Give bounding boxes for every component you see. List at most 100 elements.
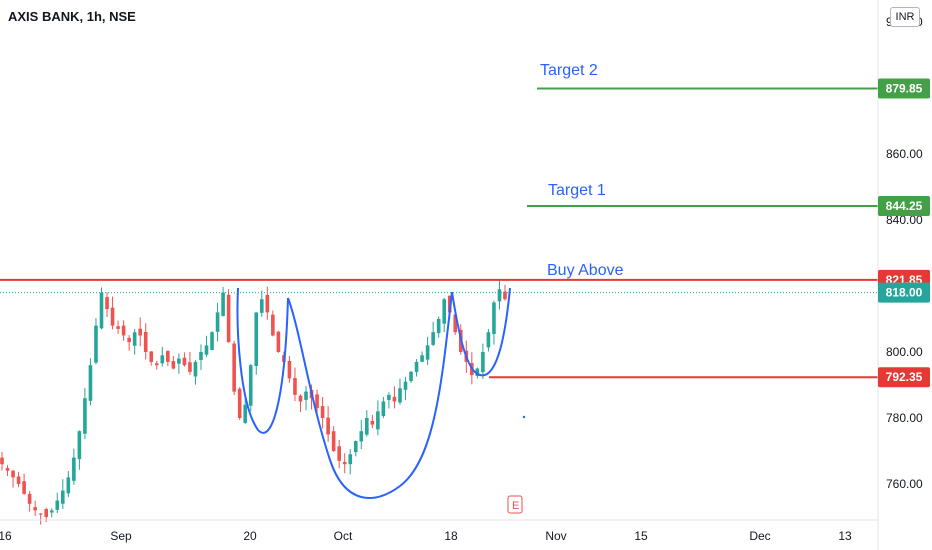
candle-body xyxy=(5,468,10,471)
x-tick-label: Dec xyxy=(749,529,770,543)
candle-body xyxy=(116,326,120,329)
candle-body xyxy=(359,431,364,442)
x-tick-label: Nov xyxy=(545,529,566,543)
candle-body xyxy=(72,457,76,481)
pattern-curve-left xyxy=(236,287,289,434)
candle-body xyxy=(204,345,209,355)
candle-body xyxy=(271,314,275,336)
candle-body xyxy=(409,371,413,382)
time-axis[interactable]: 16 Sep 20 Oct 18 Nov 15 Dec 13 xyxy=(0,519,878,543)
candle-body xyxy=(414,361,419,372)
candle-body xyxy=(431,332,435,345)
x-tick-label: 18 xyxy=(444,529,458,543)
candle-body xyxy=(16,476,21,484)
candle-body xyxy=(420,355,424,362)
candle-body xyxy=(166,350,170,362)
candle-body xyxy=(315,394,319,409)
level-price-text: 792.35 xyxy=(886,370,923,384)
candle-body xyxy=(331,431,336,451)
candle-body xyxy=(110,307,115,326)
candle-body xyxy=(105,297,109,310)
earnings-marker[interactable]: E xyxy=(507,495,523,514)
level-price-label xyxy=(878,195,930,216)
candle-body xyxy=(44,509,49,517)
candle-body xyxy=(265,294,270,313)
candle-body xyxy=(177,358,181,364)
last-price-label xyxy=(878,282,930,303)
candle-body xyxy=(392,396,397,402)
candle-body xyxy=(442,299,446,324)
price-axis[interactable]: 900.00860.00840.00800.00780.00760.00879.… xyxy=(877,0,932,550)
candle-body xyxy=(453,314,458,333)
candle-body xyxy=(248,365,253,406)
candle-body xyxy=(492,302,496,334)
x-tick-label: 13 xyxy=(838,529,852,543)
level-annotation[interactable]: Target 2 xyxy=(540,62,598,79)
candle-body xyxy=(365,418,369,435)
level-price-text: 844.25 xyxy=(886,199,923,213)
candle-body xyxy=(342,461,347,465)
candle-body xyxy=(486,332,491,348)
candle-body xyxy=(243,404,248,423)
candle-body xyxy=(83,398,87,434)
candle-body xyxy=(138,328,142,336)
stray-dot xyxy=(522,415,526,419)
candle-body xyxy=(88,365,93,401)
candle-body xyxy=(326,417,330,435)
cup-and-handle-drawings xyxy=(236,287,511,499)
currency-badge[interactable]: INR xyxy=(890,7,920,27)
candle-body xyxy=(387,394,391,400)
symbol-title[interactable]: AXIS BANK, 1h, NSE xyxy=(8,9,136,24)
y-tick-label: 780.00 xyxy=(886,411,923,425)
y-tick-label: 760.00 xyxy=(886,477,923,491)
candle-body xyxy=(425,345,430,360)
annotations: Target 2 Target 1 Buy Above xyxy=(540,62,624,279)
candle-body xyxy=(66,477,71,494)
candle-body xyxy=(259,299,264,313)
y-tick-label: 800.00 xyxy=(886,345,923,359)
level-annotation[interactable]: Target 1 xyxy=(548,182,606,199)
candlestick-series xyxy=(0,280,507,525)
candle-body xyxy=(436,319,441,334)
candle-body xyxy=(475,368,480,376)
candle-body xyxy=(293,378,297,395)
x-tick-label: Sep xyxy=(110,529,132,543)
level-price-label xyxy=(878,78,930,99)
candle-body xyxy=(381,401,386,417)
candle-body xyxy=(337,446,341,461)
candle-body xyxy=(497,289,502,302)
level-lines xyxy=(0,87,878,379)
candle-body xyxy=(481,352,485,373)
last-price-text: 818.00 xyxy=(886,286,923,300)
candle-body xyxy=(199,352,203,360)
candle-body xyxy=(348,454,353,465)
pattern-curve-cup xyxy=(287,291,453,499)
candle-body xyxy=(398,388,402,403)
candle-body xyxy=(38,513,43,515)
candle-body xyxy=(55,500,60,510)
candle-body xyxy=(132,332,137,346)
candle-body xyxy=(22,481,26,494)
candle-body xyxy=(276,331,281,352)
level-price-label xyxy=(878,367,930,388)
level-annotation[interactable]: Buy Above xyxy=(547,262,624,279)
candle-body xyxy=(210,332,214,350)
pattern-curve-handle xyxy=(451,287,511,377)
level-price-text: 879.85 xyxy=(886,81,923,95)
candle-body xyxy=(370,420,375,425)
candle-body xyxy=(171,361,176,369)
candle-body xyxy=(304,391,308,400)
candle-body xyxy=(298,395,303,402)
candle-body xyxy=(121,325,126,336)
candle-body xyxy=(94,325,98,363)
candle-body xyxy=(11,470,15,478)
candle-body xyxy=(215,312,220,332)
candle-body xyxy=(188,362,192,372)
candle-body xyxy=(160,355,165,364)
candle-body xyxy=(127,337,131,343)
y-tick-label: 840.00 xyxy=(886,213,923,227)
candle-body xyxy=(320,406,325,418)
svg-text:E: E xyxy=(512,500,519,512)
candle-body xyxy=(49,510,54,513)
